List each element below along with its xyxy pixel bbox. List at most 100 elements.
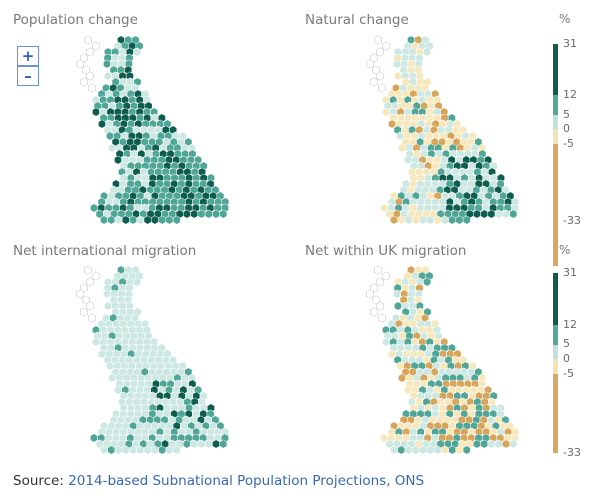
hex-cell — [151, 445, 159, 455]
hex-cell — [84, 35, 92, 45]
hex-cell — [494, 209, 503, 219]
hex-cell — [221, 197, 230, 207]
zoom-in-button[interactable]: + — [17, 46, 39, 66]
hex-map-net-within-uk-migration[interactable] — [290, 230, 590, 470]
hex-cell — [398, 373, 406, 383]
hex-cell — [388, 349, 396, 359]
hex-cell — [76, 59, 84, 69]
hex-cell — [207, 173, 215, 183]
hex-cell — [212, 209, 220, 219]
hex-cell — [415, 301, 424, 311]
hex-cell — [419, 215, 427, 225]
legend-tick-minus5: -5 — [563, 367, 574, 380]
hex-cell — [423, 47, 431, 57]
hex-cell — [86, 71, 94, 81]
hex-cell — [415, 283, 424, 293]
hex-cell — [415, 71, 424, 81]
legend-bar-negative — [553, 374, 558, 453]
hex-cell — [150, 337, 159, 347]
hex-cell — [382, 337, 390, 347]
legend-tick-31: 31 — [563, 266, 577, 279]
hex-cell — [88, 313, 96, 323]
hex-cell — [104, 71, 112, 81]
hex-cell — [84, 265, 92, 275]
hex-cell — [388, 119, 396, 129]
legend-tick-minus5: -5 — [563, 137, 574, 150]
hex-cell — [374, 265, 382, 275]
hex-cell — [136, 445, 145, 455]
hex-cell — [393, 59, 401, 69]
hex-cell — [143, 215, 152, 225]
hex-cell — [100, 445, 108, 455]
hex-cell — [404, 385, 412, 395]
hex-cell — [441, 215, 449, 225]
hex-cell — [426, 445, 435, 455]
hex-cell — [448, 445, 457, 455]
hex-cell — [415, 53, 424, 63]
hex-map-net-international-migration[interactable] — [0, 230, 300, 470]
hex-cell — [124, 289, 133, 299]
hex-cell — [376, 301, 384, 311]
legend-tick-12: 12 — [563, 318, 577, 331]
hex-cell — [103, 59, 111, 69]
hex-cell — [396, 361, 404, 371]
panel-title-net-international-migration: Net international migration — [13, 243, 197, 259]
legend-bar-low — [553, 115, 558, 129]
hex-cell — [426, 215, 435, 225]
source-link[interactable]: 2014-based Subnational Population Projec… — [68, 473, 425, 489]
hex-cell — [374, 35, 382, 45]
hex-cell — [90, 203, 98, 213]
hex-cell — [86, 301, 94, 311]
hex-cell — [511, 427, 520, 437]
hex-cell — [455, 445, 464, 455]
hex-cell — [455, 215, 464, 225]
hex-cell — [480, 439, 489, 449]
hex-cell — [183, 209, 191, 219]
hex-cell — [106, 131, 114, 141]
hex-cell — [366, 59, 374, 69]
hex-cell — [414, 289, 423, 299]
hex-cell — [165, 215, 174, 225]
hex-cell — [419, 445, 427, 455]
hex-cell — [80, 77, 88, 87]
hex-cell — [376, 47, 384, 57]
legend-tick-minus33: -33 — [563, 214, 581, 227]
hex-cell — [204, 439, 213, 449]
hex-cell — [125, 71, 134, 81]
legend-tick-31: 31 — [563, 37, 577, 50]
legend-tick-0: 0 — [563, 352, 570, 365]
hex-cell — [92, 271, 100, 281]
hex-cell — [197, 439, 206, 449]
hex-cell — [86, 47, 94, 57]
hex-cell — [92, 107, 100, 117]
hex-cell — [125, 301, 134, 311]
hex-cell — [433, 445, 442, 455]
hex-cell — [494, 439, 503, 449]
legend-tick-12: 12 — [563, 88, 577, 101]
hex-map-population-change[interactable] — [0, 0, 300, 240]
hex-cell — [151, 215, 159, 225]
zoom-out-button[interactable]: – — [17, 66, 39, 86]
hex-cell — [188, 373, 196, 383]
hex-cell — [394, 301, 402, 311]
legend-tick-minus33: -33 — [563, 446, 581, 459]
hex-cell — [397, 215, 406, 225]
hex-cell — [411, 215, 420, 225]
panel-title-natural-change: Natural change — [305, 12, 409, 28]
hex-cell — [502, 209, 510, 219]
hex-cell — [423, 277, 431, 287]
hex-cell — [106, 361, 114, 371]
hex-map-natural-change[interactable] — [290, 0, 590, 240]
legend-bar-zero-neg — [553, 359, 558, 374]
hex-cell — [86, 277, 94, 287]
legend-bar-mid — [553, 95, 558, 115]
hex-cell — [114, 155, 122, 165]
hex-cell — [378, 83, 386, 93]
hex-cell — [497, 173, 505, 183]
hex-cell — [108, 143, 116, 153]
hex-cell — [441, 445, 449, 455]
hex-cell — [487, 209, 496, 219]
hex-cell — [90, 433, 98, 443]
hex-cell — [80, 307, 88, 317]
hex-cell — [380, 433, 388, 443]
